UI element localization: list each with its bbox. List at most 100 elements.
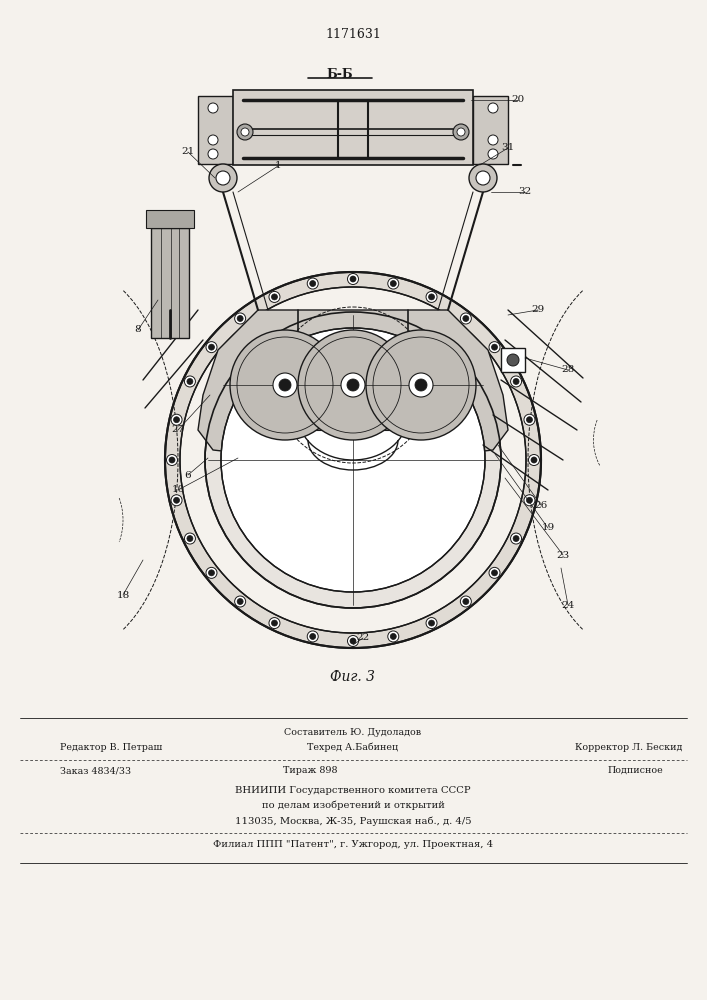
Circle shape: [488, 135, 498, 145]
Circle shape: [269, 291, 280, 302]
Circle shape: [208, 135, 218, 145]
Text: 28: 28: [561, 365, 575, 374]
Circle shape: [237, 599, 243, 605]
Circle shape: [169, 457, 175, 463]
Circle shape: [428, 294, 435, 300]
Circle shape: [476, 171, 490, 185]
Text: 18: 18: [117, 590, 129, 599]
Text: 26: 26: [534, 500, 548, 510]
Circle shape: [489, 567, 500, 578]
Circle shape: [527, 417, 532, 423]
Circle shape: [460, 596, 472, 607]
Circle shape: [298, 330, 408, 440]
Text: 32: 32: [518, 188, 532, 196]
Circle shape: [235, 596, 245, 607]
Circle shape: [341, 373, 365, 397]
Text: ВНИИПИ Государственного комитета СССР: ВНИИПИ Государственного комитета СССР: [235, 786, 471, 795]
Circle shape: [387, 631, 399, 642]
Circle shape: [524, 414, 535, 425]
Circle shape: [237, 315, 243, 321]
Circle shape: [171, 414, 182, 425]
Circle shape: [165, 272, 541, 648]
Circle shape: [310, 281, 316, 287]
Bar: [151, 228, 189, 338]
Circle shape: [216, 171, 230, 185]
Text: 24: 24: [561, 600, 575, 609]
Circle shape: [180, 287, 526, 633]
Text: 27: 27: [171, 426, 185, 434]
Circle shape: [531, 457, 537, 463]
Circle shape: [350, 276, 356, 282]
Bar: [233, 90, 473, 165]
Text: 22: 22: [356, 634, 370, 643]
Circle shape: [457, 128, 465, 136]
Circle shape: [173, 497, 180, 503]
Circle shape: [513, 536, 519, 542]
Circle shape: [187, 536, 193, 542]
Circle shape: [206, 567, 217, 578]
Circle shape: [453, 124, 469, 140]
Text: Фиг. 3: Фиг. 3: [330, 670, 375, 684]
Text: 31: 31: [501, 143, 515, 152]
Circle shape: [209, 164, 237, 192]
Bar: [473, 96, 508, 164]
Circle shape: [230, 330, 340, 440]
Text: Заказ 4834/33: Заказ 4834/33: [60, 766, 131, 775]
Bar: [146, 210, 194, 228]
Circle shape: [460, 313, 472, 324]
Text: Составитель Ю. Дудоладов: Составитель Ю. Дудоладов: [284, 728, 421, 737]
Circle shape: [208, 149, 218, 159]
Circle shape: [510, 376, 522, 387]
Circle shape: [167, 454, 177, 466]
Circle shape: [426, 618, 437, 629]
Text: 113035, Москва, Ж-35, Раушская наб., д. 4/5: 113035, Москва, Ж-35, Раушская наб., д. …: [235, 816, 472, 826]
Circle shape: [206, 342, 217, 353]
Text: Техред А.Бабинец: Техред А.Бабинец: [308, 743, 399, 752]
Circle shape: [491, 570, 498, 576]
Circle shape: [409, 373, 433, 397]
Circle shape: [488, 149, 498, 159]
Circle shape: [527, 497, 532, 503]
Circle shape: [308, 278, 318, 289]
Circle shape: [271, 294, 277, 300]
Text: 20: 20: [511, 96, 525, 104]
Text: Филиал ППП "Патент", г. Ужгород, ул. Проектная, 4: Филиал ППП "Патент", г. Ужгород, ул. Про…: [213, 840, 493, 849]
Circle shape: [185, 376, 195, 387]
Circle shape: [415, 379, 427, 391]
Text: 29: 29: [532, 306, 544, 314]
Text: 1: 1: [275, 161, 281, 170]
Circle shape: [269, 618, 280, 629]
Circle shape: [524, 495, 535, 506]
Circle shape: [308, 631, 318, 642]
Text: Подписное: Подписное: [607, 766, 662, 775]
Circle shape: [241, 128, 249, 136]
Circle shape: [235, 313, 245, 324]
Circle shape: [428, 620, 435, 626]
Polygon shape: [198, 310, 508, 455]
Circle shape: [209, 570, 214, 576]
Circle shape: [208, 103, 218, 113]
Circle shape: [491, 344, 498, 350]
Circle shape: [489, 342, 500, 353]
Circle shape: [507, 354, 519, 366]
Circle shape: [463, 315, 469, 321]
Text: 19: 19: [542, 524, 554, 532]
Circle shape: [469, 164, 497, 192]
Circle shape: [348, 636, 358, 647]
Text: Редактор В. Петраш: Редактор В. Петраш: [60, 743, 162, 752]
Text: Тираж 898: Тираж 898: [283, 766, 337, 775]
Text: 1171631: 1171631: [325, 28, 381, 41]
Circle shape: [237, 124, 253, 140]
Text: по делам изобретений и открытий: по делам изобретений и открытий: [262, 801, 445, 810]
Circle shape: [173, 417, 180, 423]
Text: 10: 10: [171, 486, 185, 494]
Circle shape: [273, 373, 297, 397]
Circle shape: [205, 312, 501, 608]
Circle shape: [513, 378, 519, 384]
Text: Корректор Л. Бескид: Корректор Л. Бескид: [575, 743, 682, 752]
Circle shape: [426, 291, 437, 302]
Circle shape: [310, 633, 316, 639]
Circle shape: [221, 328, 485, 592]
Circle shape: [347, 379, 359, 391]
Text: 23: 23: [556, 550, 570, 560]
